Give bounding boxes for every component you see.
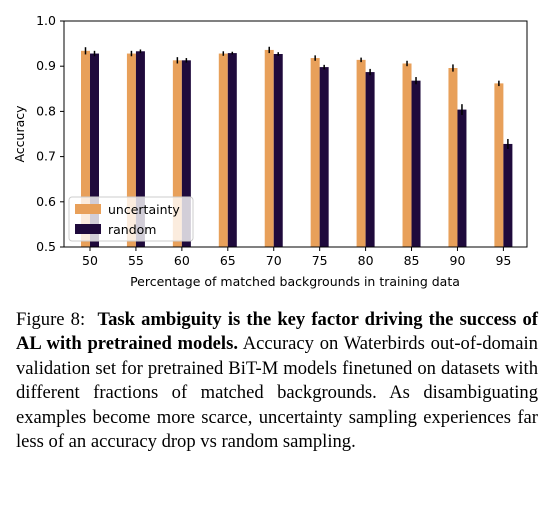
y-tick-label: 0.5 xyxy=(36,239,56,254)
bar-uncertainty-65 xyxy=(218,53,228,247)
caption-title: Task ambiguity is the key factor driving… xyxy=(16,309,538,355)
bar-uncertainty-60 xyxy=(172,60,182,247)
y-axis: 0.5 0.6 0.7 0.8 0.9 1.0 xyxy=(36,13,64,254)
x-tick-label: 50 xyxy=(82,253,98,268)
bar-random-55 xyxy=(135,51,145,248)
y-tick-label: 0.6 xyxy=(36,194,56,209)
x-tick-label: 80 xyxy=(358,253,374,268)
bar-random-80 xyxy=(365,72,375,248)
bar-uncertainty-55 xyxy=(126,53,136,247)
legend-swatch-random xyxy=(75,224,101,234)
bar-uncertainty-50 xyxy=(81,50,90,247)
bar-random-75 xyxy=(319,67,329,247)
x-tick-label: 70 xyxy=(266,253,282,268)
x-axis-label: Percentage of matched backgrounds in tra… xyxy=(130,274,460,289)
y-axis-label: Accuracy xyxy=(12,105,27,163)
x-tick-label: 75 xyxy=(312,253,328,268)
bar-uncertainty-95 xyxy=(494,83,504,247)
bar-random-85 xyxy=(411,80,421,247)
bar-uncertainty-75 xyxy=(310,58,320,248)
bar-uncertainty-70 xyxy=(264,49,274,247)
y-tick-label: 0.8 xyxy=(36,103,56,118)
bar-random-65 xyxy=(227,53,237,248)
y-tick-label: 1.0 xyxy=(36,13,56,28)
bars-layer xyxy=(81,49,513,248)
bar-random-95 xyxy=(503,143,513,247)
x-axis: 50 55 60 65 70 75 80 85 90 95 xyxy=(82,247,511,268)
bar-uncertainty-90 xyxy=(448,68,458,248)
error-bars-layer xyxy=(84,46,509,149)
x-tick-label: 65 xyxy=(220,253,236,268)
bar-chart: 0.5 0.6 0.7 0.8 0.9 1.0 50 55 60 65 70 75 80 85 90 95 … xyxy=(12,13,528,289)
y-tick-label: 0.7 xyxy=(36,149,56,164)
bar-random-50 xyxy=(90,53,99,247)
legend-swatch-uncertainty xyxy=(75,204,101,214)
legend: uncertainty random xyxy=(68,196,194,242)
legend-label-uncertainty: uncertainty xyxy=(108,202,180,217)
x-tick-label: 60 xyxy=(174,253,190,268)
caption-body: Accuracy on Waterbirds out-of-domain val… xyxy=(16,333,538,453)
bar-random-60 xyxy=(181,60,191,247)
x-tick-label: 85 xyxy=(404,253,420,268)
x-tick-label: 95 xyxy=(495,253,511,268)
bar-random-90 xyxy=(457,109,467,247)
bar-random-70 xyxy=(273,53,283,247)
figure-caption: Figure 8: Task ambiguity is the key fact… xyxy=(16,308,538,454)
x-tick-label: 90 xyxy=(450,253,466,268)
plot-frame xyxy=(63,20,528,248)
bar-uncertainty-85 xyxy=(402,63,412,247)
x-tick-label: 55 xyxy=(128,253,144,268)
y-tick-label: 0.9 xyxy=(36,58,56,73)
bar-uncertainty-80 xyxy=(356,59,366,247)
legend-label-random: random xyxy=(108,222,156,237)
caption-label: Figure 8: xyxy=(16,309,86,330)
